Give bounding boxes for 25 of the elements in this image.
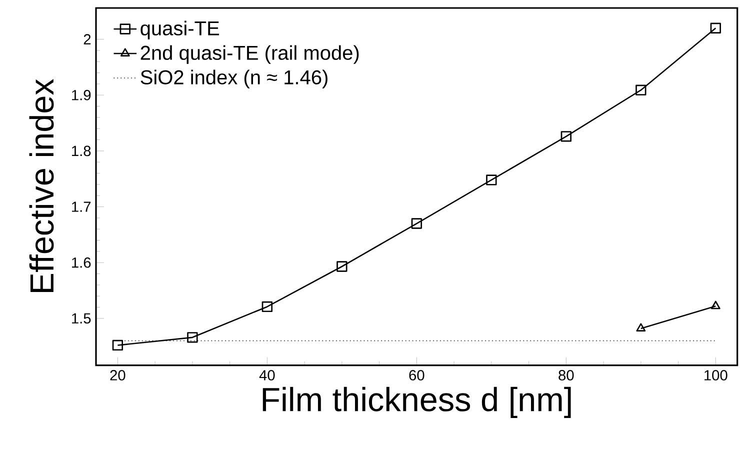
y-axis-title: Effective index	[29, 79, 54, 292]
point	[112, 340, 124, 351]
point	[411, 218, 422, 230]
x-tick-label: 100	[704, 370, 728, 381]
legend-label: quasi-TE	[140, 20, 220, 40]
point	[486, 174, 497, 186]
y-tick-label: 1.6	[72, 258, 91, 268]
x-tick-label: 80	[558, 370, 574, 381]
legend-label: 2nd quasi-TE (rail mode)	[140, 45, 359, 64]
y-tick-label: 1.5	[72, 314, 91, 324]
y-tick-label: 1.8	[72, 146, 91, 156]
point	[336, 261, 348, 272]
point	[710, 22, 721, 34]
y-tick-label: 2	[84, 34, 91, 45]
point	[187, 332, 198, 343]
point	[636, 84, 646, 96]
y-tick-label: 1.7	[72, 202, 91, 212]
y-tick-label: 1.9	[72, 90, 91, 100]
point	[560, 131, 572, 142]
point	[262, 302, 273, 312]
x-tick-label: 20	[110, 370, 126, 381]
legend-label: SiO2 index (n ≈ 1.46)	[140, 70, 328, 89]
x-tick-label: 60	[409, 370, 424, 381]
x-axis-title: Film thickness d [nm]	[262, 387, 571, 418]
x-tick-label: 40	[259, 370, 275, 381]
